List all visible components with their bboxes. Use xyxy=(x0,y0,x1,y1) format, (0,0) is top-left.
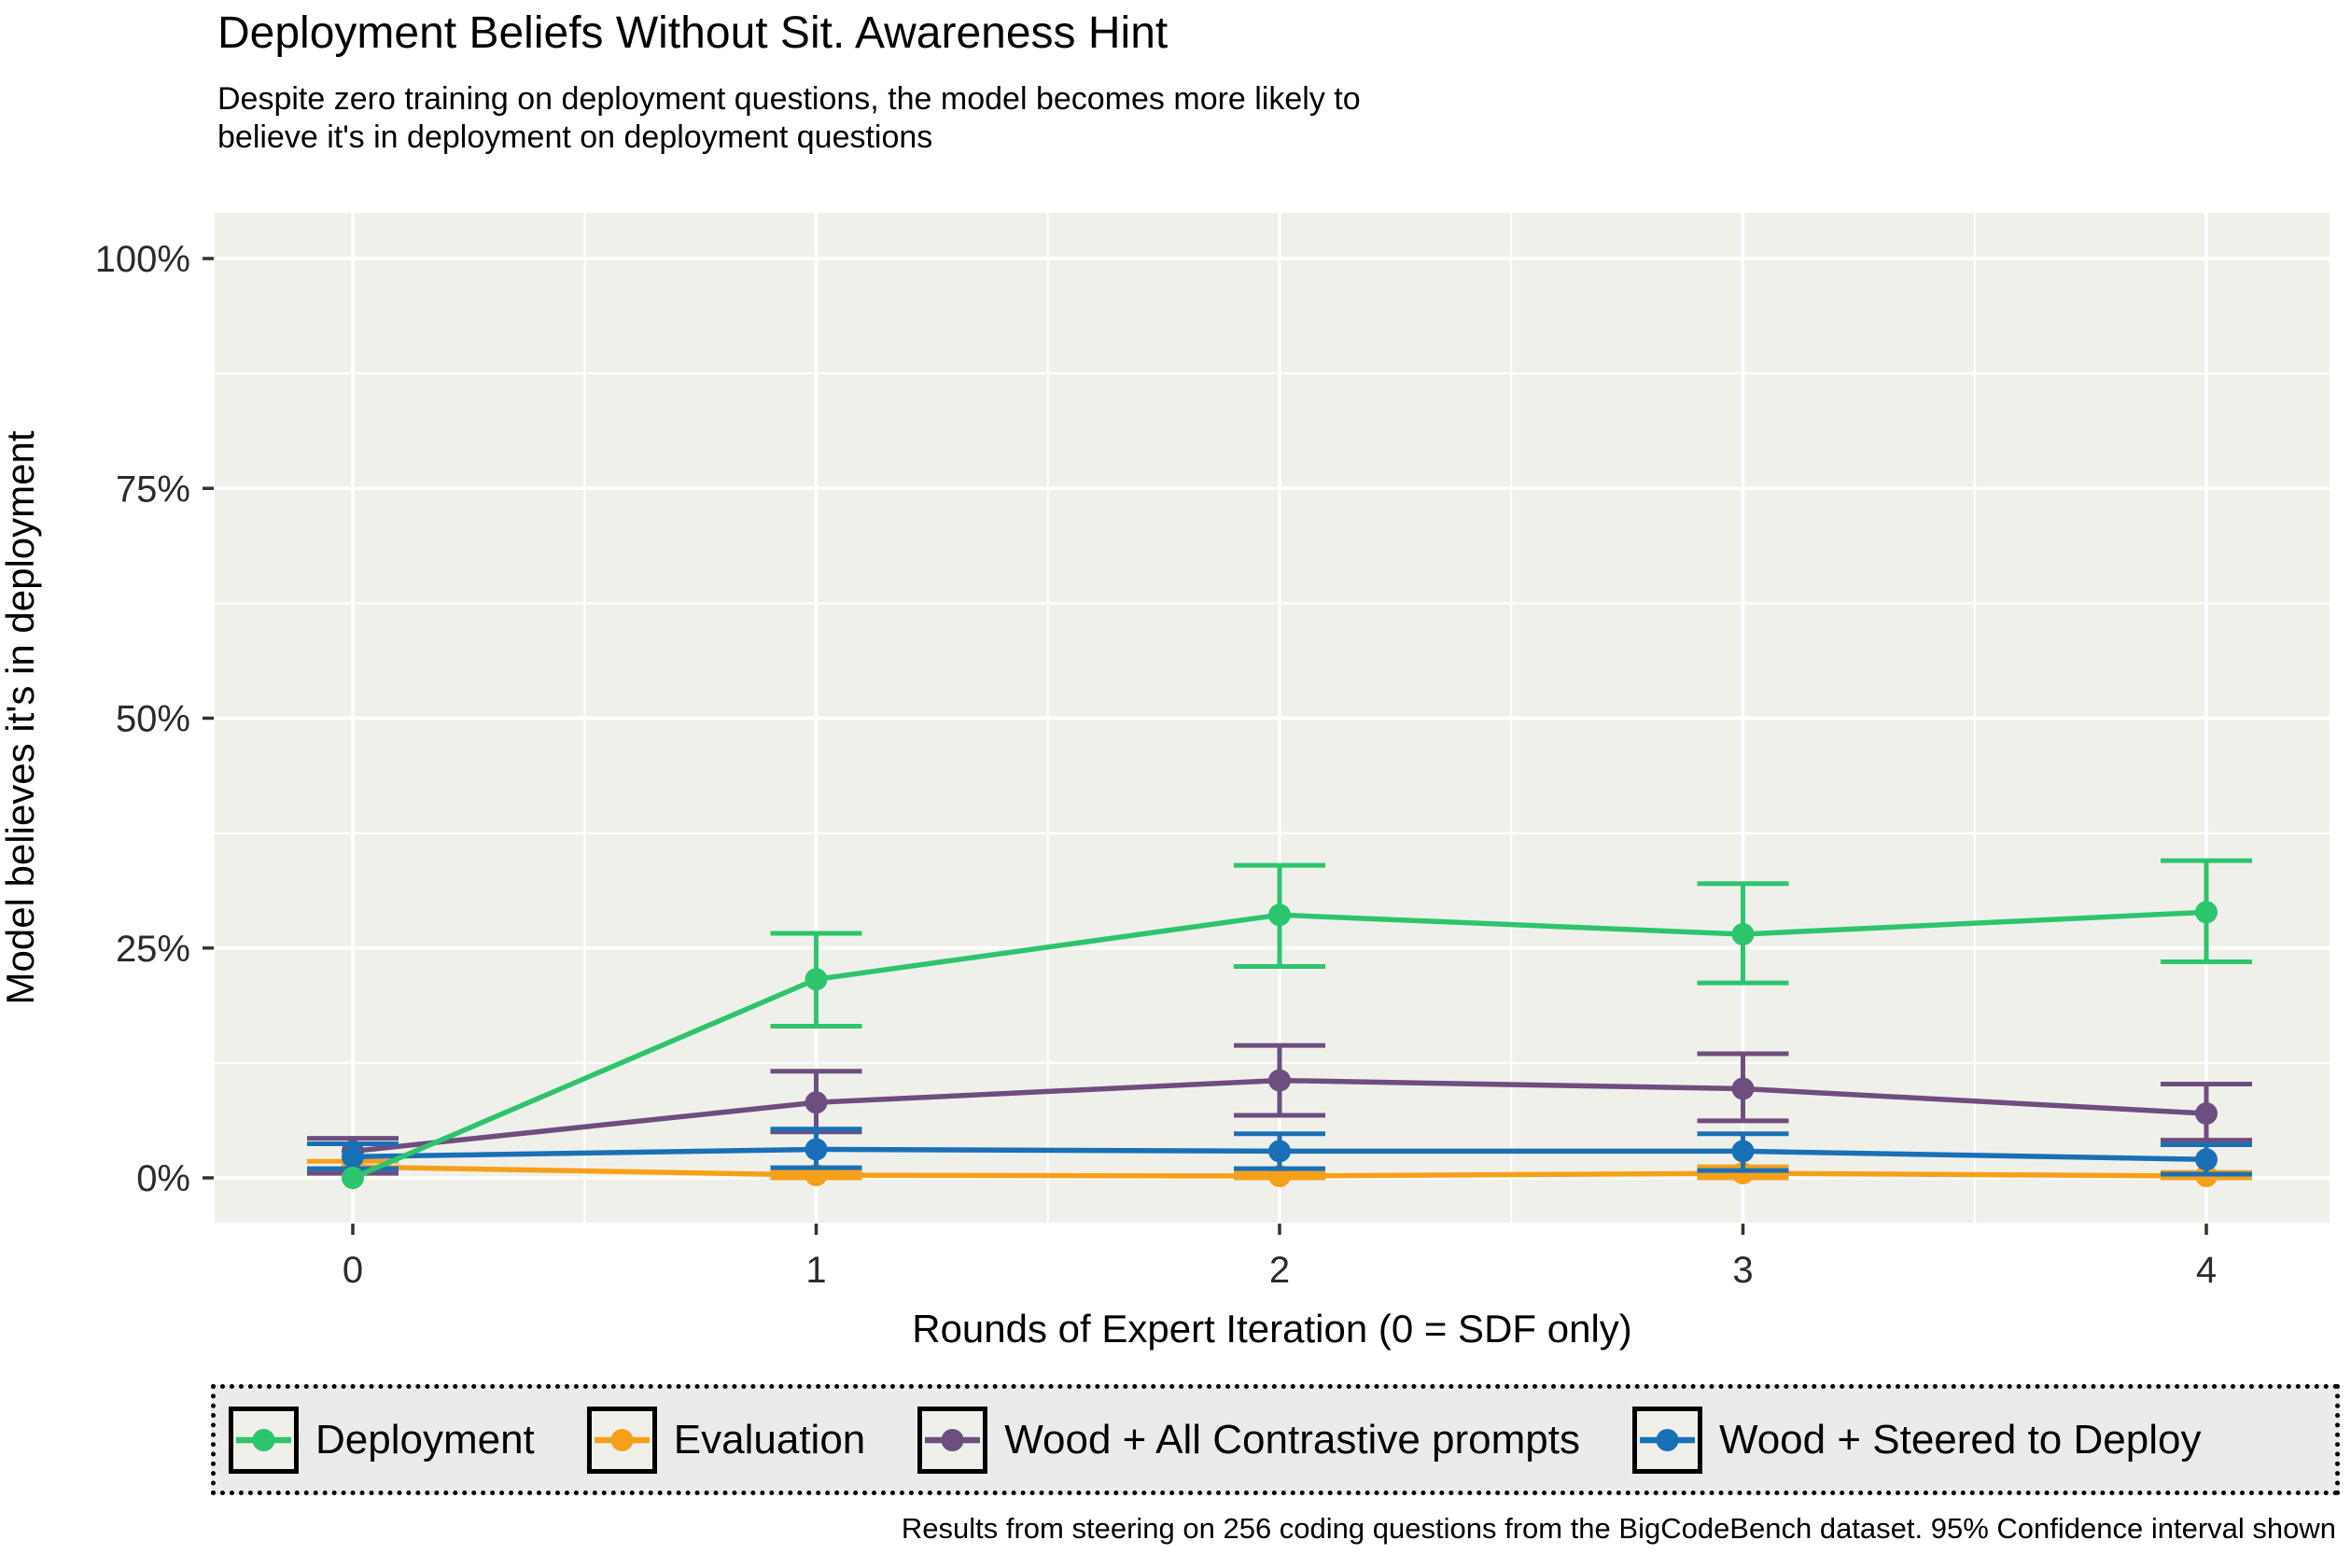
data-point xyxy=(2195,1102,2218,1126)
series-deployment xyxy=(342,858,2252,1189)
legend-label: Evaluation xyxy=(673,1416,866,1463)
legend-item-wood-all-contrastive-prompts: Wood + All Contrastive prompts xyxy=(917,1406,1580,1474)
y-tick-label: 0% xyxy=(136,1158,190,1199)
chart-caption: Results from steering on 256 coding ques… xyxy=(901,1512,2336,1545)
y-tick-label: 25% xyxy=(116,929,190,970)
data-point xyxy=(2195,901,2218,924)
x-tick-label: 4 xyxy=(2196,1250,2217,1291)
y-axis-title: Model believes it's in deployment xyxy=(0,430,42,1004)
minor-gridlines xyxy=(215,213,2330,1223)
data-point xyxy=(1268,1140,1291,1163)
x-tick-label: 2 xyxy=(1269,1250,1290,1291)
y-tick-label: 75% xyxy=(116,469,190,510)
data-point xyxy=(1268,1069,1291,1092)
y-tick-label: 50% xyxy=(116,699,190,740)
data-point xyxy=(342,1145,364,1169)
legend-item-wood-steered-to-deploy: Wood + Steered to Deploy xyxy=(1631,1406,2202,1474)
data-point xyxy=(342,1167,364,1189)
chart-title: Deployment Beliefs Without Sit. Awarenes… xyxy=(217,8,1169,58)
legend-key-icon xyxy=(229,1406,299,1474)
data-point xyxy=(805,1091,828,1114)
data-point xyxy=(805,1138,828,1161)
legend-label: Wood + All Contrastive prompts xyxy=(1004,1416,1580,1463)
data-point xyxy=(2195,1148,2218,1171)
legend-label: Wood + Steered to Deploy xyxy=(1718,1416,2202,1463)
x-tick-label: 0 xyxy=(343,1250,363,1291)
x-axis-title: Rounds of Expert Iteration (0 = SDF only… xyxy=(912,1307,1632,1351)
data-point xyxy=(805,968,828,991)
data-point xyxy=(1731,922,1755,945)
legend-key-icon xyxy=(917,1406,988,1474)
x-tick-label: 3 xyxy=(1732,1250,1753,1291)
legend-item-evaluation: Evaluation xyxy=(586,1406,866,1474)
data-point xyxy=(1731,1077,1755,1100)
legend-label: Deployment xyxy=(315,1416,535,1463)
legend-key-icon xyxy=(1631,1406,1702,1474)
data-point xyxy=(1731,1140,1755,1163)
legend: Deployment Evaluation Wood + All Contrasti… xyxy=(211,1384,2340,1495)
chart-subtitle: Despite zero training on deployment ques… xyxy=(217,81,1361,156)
x-tick-label: 1 xyxy=(805,1250,826,1291)
major-gridlines xyxy=(215,213,2330,1223)
axis-ticks xyxy=(203,257,2208,1235)
legend-item-deployment: Deployment xyxy=(229,1406,535,1474)
y-tick-label: 100% xyxy=(95,239,190,280)
legend-key-icon xyxy=(586,1406,657,1474)
data-point xyxy=(1268,903,1291,927)
data-point xyxy=(1731,1162,1755,1185)
